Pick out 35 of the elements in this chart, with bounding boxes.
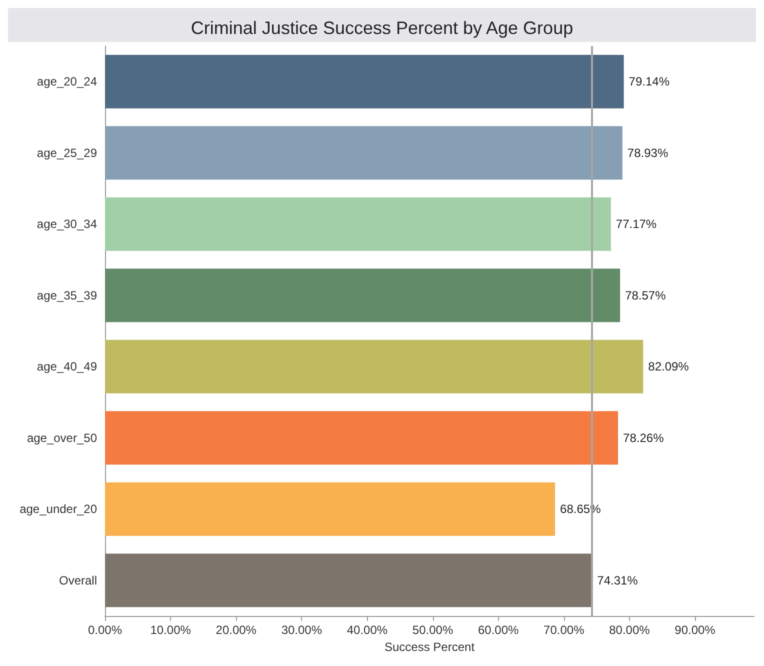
x-tick-label: 70.00%: [544, 623, 585, 637]
data-label: 78.93%: [627, 146, 668, 160]
y-tick-label: age_20_24: [36, 74, 98, 89]
x-tick-label: 60.00%: [478, 623, 520, 637]
bar: [105, 126, 622, 180]
x-axis-title: Success Percent: [384, 640, 476, 654]
data-label: 78.26%: [623, 430, 664, 445]
x-tick-label: 40.00%: [346, 623, 388, 637]
x-tick-label: 0.00%: [88, 623, 122, 637]
y-tick-label: age_30_34: [36, 217, 98, 232]
bar: [105, 482, 556, 536]
x-tick-label: 20.00%: [216, 623, 257, 637]
y-tick-label: age_25_29: [36, 146, 98, 160]
bar: [105, 411, 618, 465]
bar: [105, 197, 611, 251]
data-label: 77.17%: [616, 217, 657, 232]
data-label: 78.57%: [625, 288, 666, 302]
bar: [105, 54, 624, 108]
bar: [105, 554, 592, 608]
y-tick-label: Overall: [58, 573, 97, 588]
x-tick-label: 80.00%: [609, 623, 650, 637]
x-tick-label: 50.00%: [412, 623, 454, 637]
y-tick-label: age_under_20: [20, 502, 98, 516]
chart-title: Criminal Justice Success Percent by Age Group: [190, 18, 574, 38]
bar: [105, 340, 644, 394]
y-tick-label: age_over_50: [26, 430, 98, 445]
x-tick-label: 10.00%: [150, 623, 192, 637]
data-label: 82.09%: [648, 360, 690, 374]
x-tick-label: 90.00%: [674, 623, 716, 637]
data-label: 74.31%: [597, 573, 638, 588]
bar: [105, 268, 620, 322]
y-tick-label: age_40_49: [36, 360, 98, 374]
y-tick-label: age_35_39: [36, 288, 98, 302]
x-tick-label: 30.00%: [281, 623, 322, 637]
data-label: 79.14%: [628, 74, 670, 89]
